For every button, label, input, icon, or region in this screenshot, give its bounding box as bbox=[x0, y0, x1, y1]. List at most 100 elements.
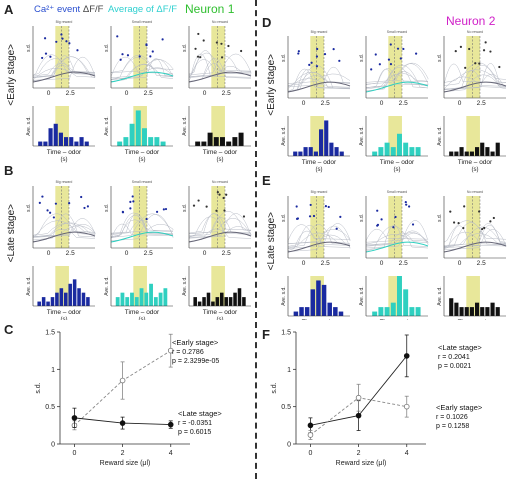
ca-event-dot bbox=[462, 226, 465, 230]
ca-event-dot bbox=[149, 55, 152, 58]
odor-window bbox=[388, 36, 402, 98]
ca-event-dot bbox=[164, 207, 168, 211]
hist-y-label: Ave. s.d. bbox=[281, 286, 287, 305]
histogram-bar bbox=[144, 292, 149, 306]
x-tick-label: 2.5 bbox=[321, 100, 330, 107]
dff-trace bbox=[110, 56, 174, 77]
histogram-bar bbox=[372, 151, 378, 156]
ca-event-dot bbox=[459, 45, 463, 49]
x-tick-label: 2.5 bbox=[222, 250, 231, 257]
histogram-bar bbox=[403, 142, 409, 156]
histogram-bar bbox=[135, 110, 141, 146]
histogram-bar bbox=[50, 297, 55, 306]
dff-trace bbox=[365, 62, 429, 83]
histogram-bar bbox=[48, 128, 53, 146]
dff-trace bbox=[188, 52, 252, 76]
x-tick-label: 4 bbox=[169, 450, 173, 457]
ca-event-dot bbox=[129, 200, 132, 203]
ca-event-dot bbox=[60, 33, 63, 36]
ca-event-dot bbox=[370, 68, 373, 71]
histogram-bar bbox=[293, 151, 298, 156]
ca-event-dot bbox=[376, 223, 380, 226]
histogram-bar bbox=[232, 137, 238, 146]
ca-event-dot bbox=[405, 203, 408, 206]
raster-y-label: s.d. bbox=[359, 214, 365, 222]
ca-event-dot bbox=[297, 50, 300, 53]
histogram-bar bbox=[43, 141, 48, 146]
histogram-bar bbox=[464, 151, 469, 156]
dff-trace bbox=[110, 220, 174, 235]
ca-event-dot bbox=[116, 35, 119, 38]
data-point bbox=[355, 412, 362, 419]
ca-event-dot bbox=[478, 210, 481, 213]
hist-x-label: Time – odor bbox=[125, 149, 160, 156]
ca-event-dot bbox=[161, 38, 164, 41]
dff-trace bbox=[188, 59, 252, 78]
ca-event-dot bbox=[492, 216, 495, 220]
ca-event-dot bbox=[396, 47, 400, 50]
hist-x-label: Time – odor bbox=[125, 309, 160, 316]
dff-trace bbox=[443, 224, 507, 248]
ca-event-dot bbox=[145, 217, 148, 221]
average-trace bbox=[443, 241, 507, 253]
hist-x-unit: (s) bbox=[139, 317, 146, 320]
histogram-bar bbox=[195, 141, 201, 146]
hist-y-label: Ave. s.d. bbox=[359, 286, 365, 305]
panel-letter-f: F bbox=[262, 327, 270, 342]
odor-window bbox=[211, 106, 225, 146]
ca-event-dot bbox=[481, 227, 484, 231]
average-trace bbox=[188, 231, 252, 243]
odor-window bbox=[133, 186, 147, 248]
ca-event-dot bbox=[327, 205, 330, 209]
x-tick-label: 0 bbox=[458, 260, 462, 267]
ca-event-dot bbox=[339, 215, 342, 218]
histogram-bar bbox=[207, 132, 213, 146]
dff-trace bbox=[287, 75, 351, 86]
x-tick-label: 2.5 bbox=[321, 260, 330, 267]
hist-x-label: Time – odor bbox=[380, 159, 415, 166]
stats-title: <Late stage> bbox=[438, 343, 482, 352]
ca-event-dot bbox=[404, 200, 407, 204]
histogram-bar bbox=[485, 307, 490, 316]
histogram-bar bbox=[72, 279, 77, 306]
raster-y-label: s.d. bbox=[281, 214, 287, 222]
hist-y-label: Ave. s.d. bbox=[104, 276, 110, 295]
x-tick-label: 2.5 bbox=[222, 90, 231, 97]
ca-event-dot bbox=[242, 215, 246, 218]
dff-trace bbox=[110, 219, 174, 238]
ca-event-dot bbox=[402, 47, 405, 51]
raster-title: Small reward bbox=[387, 30, 407, 34]
histogram-bar bbox=[197, 301, 202, 306]
x-tick-label: 0 bbox=[380, 260, 384, 267]
y-tick-label: 1.5 bbox=[281, 330, 291, 337]
histogram-bar bbox=[242, 297, 246, 306]
hist-x-unit: (s) bbox=[139, 157, 146, 163]
histogram-bar bbox=[469, 151, 474, 156]
histogram-bar bbox=[495, 307, 500, 316]
y-tick-label: 0 bbox=[51, 442, 55, 449]
data-point bbox=[307, 432, 314, 438]
hist-x-label: Time – odor bbox=[47, 149, 82, 156]
ca-event-dot bbox=[338, 59, 341, 62]
ca-event-dot bbox=[295, 217, 299, 220]
histogram-bar bbox=[202, 297, 206, 306]
dff-trace bbox=[365, 234, 429, 245]
dff-trace bbox=[110, 63, 174, 82]
histogram-bar bbox=[160, 141, 166, 146]
histogram-bar bbox=[125, 297, 130, 306]
average-trace bbox=[287, 81, 351, 93]
histogram-bar bbox=[475, 147, 480, 156]
histogram-bar bbox=[53, 123, 58, 146]
dff-trace bbox=[443, 69, 507, 83]
x-tick-label: 0 bbox=[458, 100, 462, 107]
ca-event-dot bbox=[415, 52, 418, 55]
x-tick-label: 0 bbox=[72, 450, 76, 457]
odor-window bbox=[466, 36, 480, 98]
dff-trace bbox=[443, 231, 507, 249]
histogram-bar bbox=[84, 141, 89, 146]
ca-event-dot bbox=[145, 44, 148, 47]
ca-event-dot bbox=[126, 54, 130, 57]
ca-event-dot bbox=[46, 209, 49, 212]
histogram-bar bbox=[129, 123, 135, 146]
histogram-bar bbox=[304, 307, 310, 316]
